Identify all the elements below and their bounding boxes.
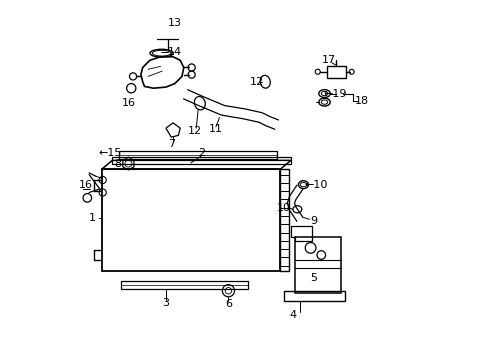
Text: 9: 9: [310, 216, 317, 226]
Text: ←19: ←19: [323, 89, 346, 99]
Text: 12: 12: [187, 126, 201, 136]
Bar: [119, 151, 276, 158]
Bar: [294, 237, 340, 293]
Text: 11: 11: [208, 124, 223, 134]
Bar: [283, 292, 344, 301]
Text: 14: 14: [167, 47, 182, 57]
Text: 8: 8: [114, 158, 121, 168]
Text: ←15: ←15: [99, 148, 122, 158]
Text: 4: 4: [288, 310, 296, 320]
Text: 16: 16: [121, 98, 135, 108]
Text: 12: 12: [249, 77, 264, 87]
Text: 5: 5: [310, 273, 317, 283]
Text: 6: 6: [224, 299, 231, 309]
Text: 3: 3: [162, 297, 169, 307]
Bar: [280, 169, 288, 271]
Bar: [326, 66, 346, 78]
Text: ←10: ←10: [304, 180, 327, 190]
Text: 10: 10: [276, 203, 290, 212]
Bar: [121, 281, 247, 289]
Text: 1: 1: [89, 212, 96, 222]
Text: 18: 18: [355, 96, 369, 106]
Text: 7: 7: [167, 139, 175, 149]
Bar: [102, 169, 280, 271]
Text: 16: 16: [79, 180, 92, 190]
Text: 2: 2: [198, 148, 205, 158]
Text: 17: 17: [321, 55, 335, 65]
Text: 13: 13: [167, 18, 182, 28]
